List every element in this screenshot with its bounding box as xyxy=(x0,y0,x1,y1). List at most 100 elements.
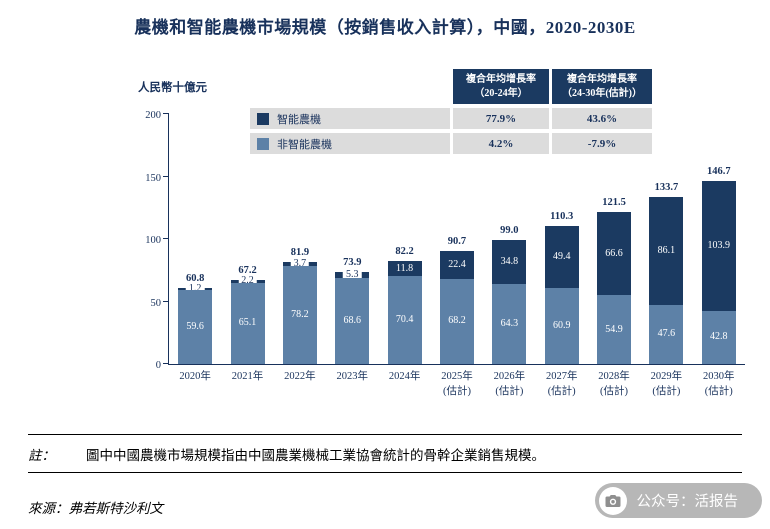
bar-segment-nonsmart: 68.2 xyxy=(439,278,474,364)
bar-stack: 34.8 64.3 xyxy=(492,240,527,364)
x-axis-label: 2029年 (估計) xyxy=(650,371,683,397)
watermark-text: 公众号：活报告 xyxy=(636,494,739,510)
bar-stack: 66.6 54.9 xyxy=(597,212,632,364)
bar-segment-nonsmart: 64.3 xyxy=(492,283,527,364)
bar-total-label: 146.7 xyxy=(706,165,731,177)
bar-total-label: 82.2 xyxy=(395,246,414,258)
bar-total-label: 133.7 xyxy=(654,181,679,193)
y-axis-tick-mark xyxy=(163,113,169,114)
bar-segment-nonsmart-value: 59.6 xyxy=(186,320,204,332)
bar-segment-nonsmart-value: 65.1 xyxy=(238,317,257,329)
bar-group: 82.2 11.8 70.4 2024年 xyxy=(378,114,430,382)
y-axis-tick-mark xyxy=(163,300,169,302)
smart-cagr-24-30: 43.6% xyxy=(552,108,652,129)
bar-segment-smart-value: 11.8 xyxy=(396,262,414,274)
bar-segment-smart: 86.1 xyxy=(649,196,684,305)
watermark-badge: 公众号：活报告 xyxy=(594,483,762,518)
bar-group: 121.5 66.6 54.9 2028年 (估計) xyxy=(588,114,640,397)
bar-segment-nonsmart: 65.1 xyxy=(230,282,265,364)
bar-total-label: 73.9 xyxy=(343,256,362,268)
legend-item-nonsmart: 非智能農機 xyxy=(250,133,450,154)
y-axis-tick-mark xyxy=(163,175,169,177)
bar-group: 67.2 2.2 65.1 2021年 xyxy=(221,114,273,382)
bar-segment-smart: 66.6 xyxy=(597,212,632,296)
note-text: 圖中中國農機市場規模指由中國農業機械工業協會統計的骨幹企業銷售規模。 xyxy=(86,448,545,463)
y-axis-unit-label: 人民幣十億元 xyxy=(138,82,207,94)
bar-stack: 3.7 78.2 xyxy=(282,257,317,364)
bar-stack: 86.1 47.6 xyxy=(649,196,684,364)
bar-segment-nonsmart-value: 60.9 xyxy=(552,319,571,331)
bar-stack: 1.2 59.6 xyxy=(178,282,213,364)
bar-segment-nonsmart-value: 64.3 xyxy=(500,317,519,329)
bar-segment-smart: 11.8 xyxy=(387,261,422,276)
bar-segment-nonsmart-value: 47.6 xyxy=(657,328,676,340)
bar-stack: 22.4 68.2 xyxy=(439,250,474,364)
bar-stack: 103.9 42.8 xyxy=(701,180,736,364)
bar-segment-nonsmart: 47.6 xyxy=(649,304,684,364)
bar-segment-smart: 22.4 xyxy=(439,250,474,279)
bars-container: 60.8 1.2 59.6 2020年 67.2 2.2 65.1 2021年 81.9 3.7 7… xyxy=(169,114,745,397)
bar-segment-nonsmart-value: 70.4 xyxy=(395,314,414,325)
bar-group: 99.0 34.8 64.3 2026年 (估計) xyxy=(483,114,535,397)
bar-segment-nonsmart: 59.6 xyxy=(178,289,213,364)
bar-segment-smart-value: 34.8 xyxy=(500,255,519,267)
bar-total-label: 60.8 xyxy=(185,273,205,284)
bar-group: 73.9 5.3 68.6 2023年 xyxy=(326,114,378,382)
legend-item-smart: 智能農機 xyxy=(250,108,450,129)
nonsmart-cagr-24-30: -7.9% xyxy=(552,133,652,154)
bar-segment-nonsmart: 60.9 xyxy=(544,287,579,364)
bar-segment-nonsmart: 42.8 xyxy=(701,310,736,364)
x-axis-label: 2024年 xyxy=(388,371,421,382)
bar-total-label: 81.9 xyxy=(290,246,310,258)
bar-segment-smart-value: 66.6 xyxy=(605,247,623,259)
bar-segment-smart-value: 5.3 xyxy=(343,268,362,281)
bar-stack: 49.4 60.9 xyxy=(544,226,579,364)
x-axis-label: 2025年 (估計) xyxy=(441,371,473,397)
bar-segment-nonsmart-value: 42.8 xyxy=(710,331,728,343)
bar-segment-smart-value: 86.1 xyxy=(657,244,676,256)
note-line: 註： 圖中中國農機市場規模指由中國農業機械工業協會統計的骨幹企業銷售規模。 xyxy=(28,435,742,472)
y-axis-tick-label: 50 xyxy=(150,297,162,309)
bar-stack: 2.2 65.1 xyxy=(230,275,265,364)
y-axis-tick-label: 100 xyxy=(145,235,161,246)
y-axis-tick-label: 150 xyxy=(145,172,161,184)
bar-segment-smart: 34.8 xyxy=(492,240,527,284)
legend-cagr-table: 複合年均增長率 （20-24年） 複合年均增長率 （24-30年(估計)） 智能… xyxy=(250,69,652,154)
chart-plot-area: 60.8 1.2 59.6 2020年 67.2 2.2 65.1 2021年 81.9 3.7 7… xyxy=(145,110,745,397)
x-axis-label: 2020年 xyxy=(179,371,211,382)
bar-total-label: 90.7 xyxy=(447,235,467,247)
legend-label-nonsmart: 非智能農機 xyxy=(277,138,332,151)
chart-title: 農機和智能農機市場規模（按銷售收入計算），中國，2020-2030E xyxy=(134,18,636,37)
bar-segment-nonsmart-value: 54.9 xyxy=(605,323,623,335)
x-axis-label: 2022年 xyxy=(284,371,316,382)
x-axis-label: 2028年 (估計) xyxy=(598,371,630,397)
nonsmart-series-swatch xyxy=(257,137,269,150)
camera-icon xyxy=(598,486,627,515)
bar-segment-nonsmart: 70.4 xyxy=(387,276,422,364)
note-block: 註： 圖中中國農機市場規模指由中國農業機械工業協會統計的骨幹企業銷售規模。 xyxy=(28,434,742,473)
bar-group: 146.7 103.9 42.8 2030年 (估計) xyxy=(693,114,745,397)
bar-total-label: 121.5 xyxy=(602,197,626,209)
bar-group: 60.8 1.2 59.6 2020年 xyxy=(169,114,221,382)
smart-series-swatch xyxy=(257,112,269,125)
note-prefix: 註： xyxy=(28,448,55,463)
bar-group: 110.3 49.4 60.9 2027年 (估計) xyxy=(536,114,588,397)
bar-segment-smart: 49.4 xyxy=(544,226,579,288)
bar-segment-smart-value: 22.4 xyxy=(448,258,466,270)
x-axis-label: 2023年 xyxy=(336,371,369,382)
bar-segment-nonsmart: 78.2 xyxy=(282,266,317,364)
bar-group: 133.7 86.1 47.6 2029年 (估計) xyxy=(640,114,692,397)
bar-segment-smart: 5.3 xyxy=(335,268,370,281)
bar-segment-smart-value: 103.9 xyxy=(707,239,731,251)
y-axis-tick-mark xyxy=(163,363,169,364)
bar-stack: 5.3 68.6 xyxy=(335,268,370,364)
bar-segment-nonsmart: 68.6 xyxy=(335,278,370,364)
nonsmart-cagr-20-24: 4.2% xyxy=(453,133,549,154)
bar-total-label: 110.3 xyxy=(550,211,574,223)
bar-segment-nonsmart-value: 68.6 xyxy=(343,315,362,327)
bar-total-label: 67.2 xyxy=(238,264,257,276)
bar-segment-nonsmart: 54.9 xyxy=(597,295,632,364)
bar-group: 81.9 3.7 78.2 2022年 xyxy=(274,114,326,382)
cagr-header-2024-2030: 複合年均增長率 （24-30年(估計)） xyxy=(552,69,652,104)
